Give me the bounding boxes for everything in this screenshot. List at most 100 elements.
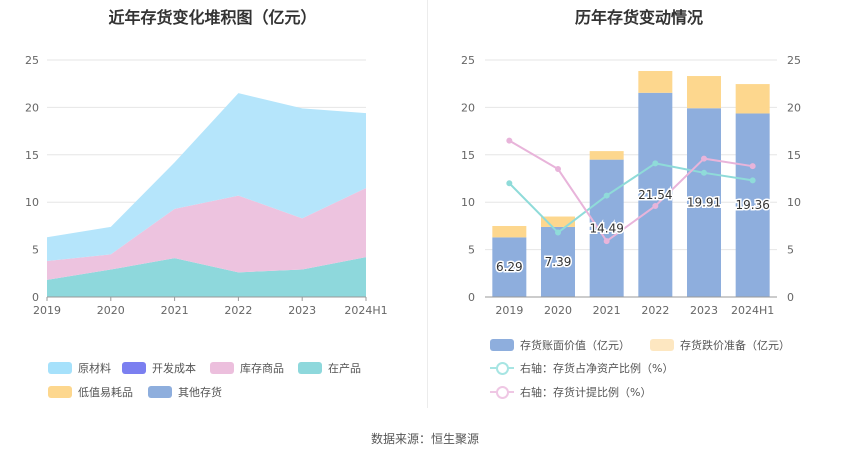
legend-item-impairment[interactable]: 存货跌价准备（亿元） — [650, 337, 790, 353]
y-tick-label: 15 — [25, 149, 39, 162]
data-source: 数据来源：恒生聚源 — [370, 432, 479, 446]
panel-divider — [427, 0, 428, 408]
area-series — [47, 187, 366, 280]
net-asset-ratio-line — [508, 162, 753, 234]
y-tick-label: 5 — [468, 244, 475, 257]
area-series — [47, 257, 366, 297]
net-asset-ratio-point — [603, 192, 610, 199]
legend-item-low-value[interactable]: 低值易耗品 — [48, 384, 133, 400]
y-tick-label: 20 — [25, 101, 39, 114]
y-tick-label: 10 — [25, 196, 39, 209]
legend-item-provision-ratio[interactable]: 右轴：存货计提比例（%） — [490, 384, 651, 400]
legend-label: 存货账面价值（亿元） — [520, 339, 630, 352]
legend-item-wip[interactable]: 在产品 — [298, 360, 361, 376]
legend-line-net-asset-ratio — [490, 361, 514, 375]
book-value-bar — [589, 159, 624, 297]
y-tick-label: 0 — [32, 291, 39, 304]
x-tick-label: 2024H1 — [731, 304, 774, 317]
legend-label: 右轴：存货计提比例（%） — [520, 386, 652, 399]
provision-ratio-point — [603, 238, 610, 245]
bar-value-label: 19.36 — [735, 198, 769, 212]
net-asset-ratio-point — [701, 169, 707, 176]
x-tick-label: 2019 — [33, 304, 61, 317]
provision-ratio-point — [506, 137, 513, 144]
y2-tick-label: 20 — [787, 101, 801, 114]
book-value-bar — [541, 226, 575, 297]
legend-item-dev-cost[interactable]: 开发成本 — [122, 360, 196, 376]
provision-ratio-line — [508, 139, 753, 243]
x-tick-label: 2023 — [690, 304, 718, 317]
x-tick-label: 2021 — [593, 304, 621, 317]
y-tick-label: 20 — [461, 101, 475, 114]
x-tick-label: 2020 — [97, 304, 125, 317]
bar-value-label: 7.39 — [545, 255, 572, 269]
x-tick-label: 2024H1 — [344, 304, 387, 317]
legend-label: 存货跌价准备（亿元） — [680, 339, 790, 352]
bar-value-label: 21.54 — [638, 188, 672, 202]
legend-swatch-impairment — [650, 339, 674, 351]
y-tick-label: 0 — [468, 291, 475, 304]
book-value-bar — [492, 237, 527, 297]
bar-value-label: 14.49 — [589, 221, 623, 235]
y-tick-label: 10 — [461, 196, 475, 209]
impairment-bar — [541, 216, 575, 227]
impairment-bar — [687, 76, 721, 109]
net-asset-ratio-point — [555, 229, 561, 236]
x-tick-label: 2023 — [288, 304, 316, 317]
x-tick-label: 2022 — [224, 304, 252, 317]
legend-label: 开发成本 — [152, 362, 196, 375]
stacked-area-chart: 0 5 10 15 20 25 2019 2020 2021 2022 2023 2024H1 — [25, 54, 388, 317]
y-tick-label: 5 — [32, 244, 39, 257]
impairment-bar — [735, 84, 770, 114]
x-tick-label: 2021 — [161, 304, 189, 317]
bar-value-label: 6.29 — [496, 260, 523, 274]
net-asset-ratio-point — [506, 180, 513, 187]
area-series — [47, 93, 366, 261]
y-tick-label: 15 — [461, 149, 475, 162]
legend-label: 库存商品 — [240, 362, 284, 375]
y2-tick-label: 25 — [787, 54, 801, 67]
net-asset-ratio-point — [652, 160, 659, 167]
impairment-bar — [589, 151, 624, 160]
legend-swatch-other — [148, 386, 172, 398]
legend-swatch-dev-cost — [122, 362, 146, 374]
y-tick-label: 25 — [461, 54, 475, 67]
provision-ratio-point — [749, 163, 756, 170]
y2-tick-label: 15 — [787, 149, 801, 162]
right-chart-title: 历年存货变动情况 — [574, 8, 703, 27]
legend-label: 其他存货 — [178, 386, 222, 399]
legend-label: 右轴：存货占净资产比例（%） — [520, 362, 674, 375]
legend-item-net-asset-ratio[interactable]: 右轴：存货占净资产比例（%） — [490, 360, 673, 376]
x-tick-label: 2019 — [495, 304, 523, 317]
net-asset-ratio-point — [749, 177, 756, 184]
impairment-bar — [492, 225, 527, 238]
x-tick-label: 2020 — [544, 304, 572, 317]
left-chart-title: 近年存货变化堆积图（亿元） — [108, 8, 317, 27]
y-tick-label: 25 — [25, 54, 39, 67]
provision-ratio-point — [701, 155, 707, 162]
bar-value-label: 19.91 — [687, 196, 721, 210]
x-tick-label: 2022 — [641, 304, 669, 317]
provision-ratio-point — [652, 202, 659, 209]
legend-item-other[interactable]: 其他存货 — [148, 384, 222, 400]
legend-label: 原材料 — [78, 362, 111, 375]
legend-swatch-book-value — [490, 339, 514, 351]
legend-swatch-wip — [298, 362, 322, 374]
impairment-bar — [638, 70, 673, 93]
legend-swatch-finished-goods — [210, 362, 234, 374]
legend-line-provision-ratio — [490, 385, 514, 399]
y2-tick-label: 10 — [787, 196, 801, 209]
y2-tick-label: 0 — [787, 291, 794, 304]
legend-label: 低值易耗品 — [78, 386, 133, 399]
legend-swatch-low-value — [48, 386, 72, 398]
legend-item-finished-goods[interactable]: 库存商品 — [210, 360, 284, 376]
legend-label: 在产品 — [328, 362, 361, 375]
book-value-bar — [735, 113, 770, 298]
y2-tick-label: 5 — [787, 244, 794, 257]
provision-ratio-point — [555, 166, 561, 173]
book-value-bar — [687, 108, 721, 297]
legend-item-raw-materials[interactable]: 原材料 — [48, 360, 111, 376]
legend-item-book-value[interactable]: 存货账面价值（亿元） — [490, 337, 630, 353]
legend-swatch-raw-materials — [48, 362, 72, 374]
